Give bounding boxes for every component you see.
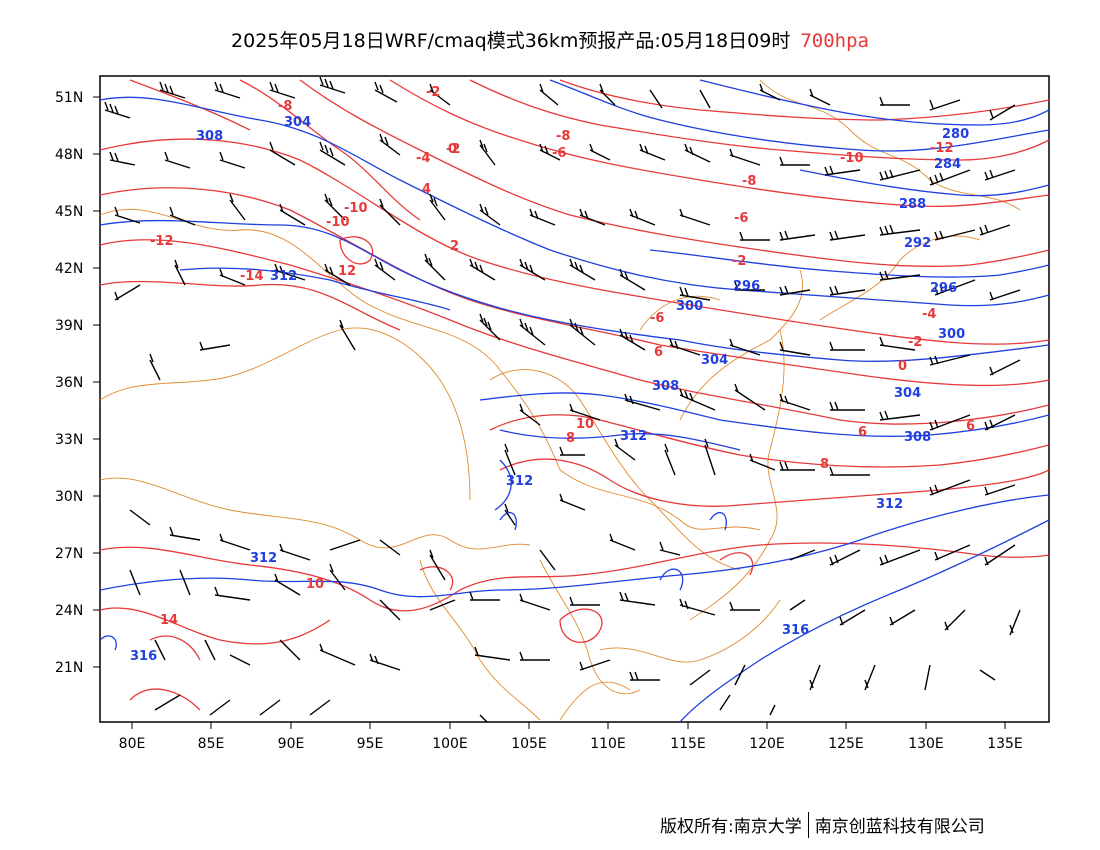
height-label: 304: [284, 115, 311, 130]
temp-label: -4: [922, 307, 936, 322]
copyright-right: 南京创蓝科技有限公司: [814, 817, 985, 837]
height-label: 300: [938, 327, 965, 342]
height-label: 296: [733, 279, 760, 294]
temp-label: 12: [338, 264, 356, 279]
lat-label: 24N: [55, 603, 83, 619]
lat-label: 42N: [55, 261, 83, 277]
temp-label: -6: [734, 211, 748, 226]
temp-label: -6: [552, 146, 566, 161]
height-label: 312: [620, 429, 647, 444]
lat-label: 30N: [55, 489, 83, 505]
height-label: 308: [196, 129, 223, 144]
temp-label: 14: [160, 613, 178, 628]
temp-label: 6: [858, 425, 867, 440]
lat-label: 51N: [55, 90, 83, 106]
temp-label: 2: [450, 239, 459, 254]
height-label: 312: [270, 269, 297, 284]
lon-label: 115E: [670, 736, 706, 752]
lat-label: 33N: [55, 432, 83, 448]
temp-label: 8: [566, 431, 575, 446]
lon-label: 100E: [432, 736, 468, 752]
temperature-contours: [100, 79, 1049, 711]
temp-label: -2: [426, 85, 440, 100]
footer-divider: [807, 812, 809, 838]
height-label: 304: [894, 386, 921, 401]
latitude-ticks: [93, 96, 100, 668]
height-label: 300: [676, 299, 703, 314]
temp-label: -12: [930, 141, 954, 156]
lon-label: 125E: [828, 736, 864, 752]
lon-label: 105E: [511, 736, 547, 752]
temp-label: 0: [448, 142, 457, 157]
longitude-ticks: [131, 722, 1006, 729]
temp-label: -2: [732, 254, 746, 269]
temp-label: 6: [966, 419, 975, 434]
longitude-axis: 80E 85E 90E 95E 100E 105E 110E 115E 120E…: [119, 736, 1023, 752]
lat-label: 39N: [55, 318, 83, 334]
height-label: 284: [934, 157, 961, 172]
height-label: 308: [904, 430, 931, 445]
temp-label: 8: [820, 457, 829, 472]
copyright-left: 版权所有:南京大学: [660, 817, 802, 837]
lon-label: 85E: [198, 736, 225, 752]
temp-label: -14: [240, 269, 264, 284]
temp-label: -12: [150, 234, 174, 249]
map-plot: 308 304 280 284 288 292 296 296 300 300 …: [100, 76, 1049, 722]
pressure-level: 700hpa: [800, 30, 869, 52]
temp-label: -8: [742, 174, 756, 189]
height-label: 280: [942, 127, 969, 142]
height-label: 308: [652, 379, 679, 394]
temp-label: 10: [576, 417, 594, 432]
temp-label: -4: [416, 151, 430, 166]
height-labels: 308 304 280 284 288 292 296 296 300 300 …: [130, 115, 969, 664]
wind-barbs: [104, 76, 1021, 722]
lat-label: 36N: [55, 375, 83, 391]
height-label: 316: [782, 623, 809, 638]
temp-label: -8: [278, 99, 292, 114]
temp-label: 0: [898, 359, 907, 374]
temp-label: -2: [446, 142, 460, 157]
copyright-footer: 版权所有:南京大学 南京创蓝科技有限公司: [660, 812, 985, 840]
height-label: 296: [930, 281, 957, 296]
temperature-labels: -8 -2 -10 -12 -8 -6 -6 -4 -2 -2 0 -2 -4 …: [150, 85, 975, 628]
temp-label: 4: [422, 182, 431, 197]
height-label: 288: [899, 197, 926, 212]
temp-label: -2: [908, 335, 922, 350]
lon-label: 130E: [908, 736, 944, 752]
height-contours: [100, 79, 1049, 722]
height-label: 312: [876, 497, 903, 512]
temp-label: -8: [556, 129, 570, 144]
lat-label: 45N: [55, 204, 83, 220]
height-label: 312: [250, 551, 277, 566]
height-label: 312: [506, 474, 533, 489]
height-label: 316: [130, 649, 157, 664]
height-label: 292: [904, 236, 931, 251]
lon-label: 90E: [278, 736, 305, 752]
temp-label: -10: [840, 151, 864, 166]
lon-label: 110E: [590, 736, 626, 752]
temp-label: 10: [306, 577, 324, 592]
lat-label: 48N: [55, 147, 83, 163]
temp-label: -6: [650, 311, 664, 326]
temp-label: -10: [344, 201, 368, 216]
height-label: 304: [701, 353, 728, 368]
latitude-axis: 51N 48N 45N 42N 39N 36N 33N 30N 27N 24N …: [55, 90, 83, 676]
lon-label: 80E: [119, 736, 146, 752]
lon-label: 120E: [749, 736, 785, 752]
map-title: 2025年05月18日WRF/cmaq模式36km预报产品:05月18日09时 7…: [0, 26, 1100, 53]
temp-label: 6: [654, 345, 663, 360]
temp-label: -10: [326, 215, 350, 230]
lon-label: 95E: [357, 736, 384, 752]
title-text: 2025年05月18日WRF/cmaq模式36km预报产品:05月18日09时: [231, 30, 791, 52]
lat-label: 21N: [55, 660, 83, 676]
lon-label: 135E: [987, 736, 1023, 752]
lat-label: 27N: [55, 546, 83, 562]
map-frame: [99, 75, 1050, 723]
